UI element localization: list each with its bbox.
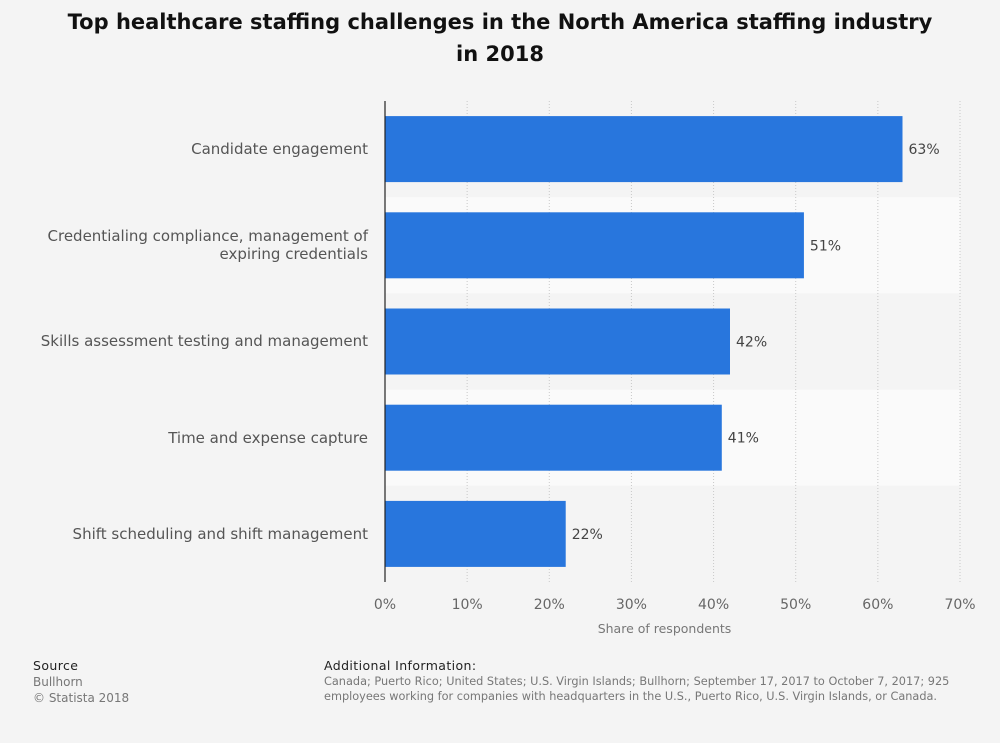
x-tick-label: 20% xyxy=(534,597,565,613)
bar-value-label: 22% xyxy=(572,527,603,543)
category-label-text: Time and expense capture xyxy=(168,428,368,447)
category-label: Skills assessment testing and management xyxy=(38,297,368,385)
x-tick-label: 60% xyxy=(862,597,893,613)
source-heading: Source xyxy=(33,658,79,673)
x-tick-label: 50% xyxy=(780,597,811,613)
bar xyxy=(385,116,903,183)
bar-value-label: 63% xyxy=(909,142,940,158)
category-label-text: Skills assessment testing and management xyxy=(40,332,368,351)
info-line: Canada; Puerto Rico; United States; U.S.… xyxy=(324,675,950,688)
footer-source: Source Bullhorn © Statista 2018 xyxy=(33,657,129,706)
bar xyxy=(385,212,804,279)
category-label: Time and expense capture xyxy=(38,394,368,482)
x-tick-label: 30% xyxy=(616,597,647,613)
footer-additional-info: Additional Information: Canada; Puerto R… xyxy=(324,657,1000,704)
category-label-text: Candidate engagement xyxy=(191,140,368,159)
chart-title: Top healthcare staffing challenges in th… xyxy=(67,10,933,66)
info-heading: Additional Information: xyxy=(324,658,477,673)
bar xyxy=(385,308,730,375)
bar-value-label: 51% xyxy=(810,238,841,254)
x-tick-label: 70% xyxy=(944,597,975,613)
category-label: Shift scheduling and shift management xyxy=(38,490,368,578)
category-label-text: Shift scheduling and shift management xyxy=(72,524,368,543)
x-tick-label: 0% xyxy=(374,597,396,613)
source-line: © Statista 2018 xyxy=(33,691,130,705)
bar xyxy=(385,404,722,471)
category-label-text: Credentialing compliance, management of … xyxy=(47,227,368,264)
category-label: Credentialing compliance, management of … xyxy=(38,201,368,289)
category-label: Candidate engagement xyxy=(38,105,368,193)
x-tick-label: 10% xyxy=(452,597,483,613)
bar-value-label: 41% xyxy=(728,431,759,447)
x-axis-title: Share of respondents xyxy=(598,621,732,636)
x-tick-label: 40% xyxy=(698,597,729,613)
source-line: Bullhorn xyxy=(33,675,83,689)
bar-value-label: 42% xyxy=(736,335,767,351)
bar xyxy=(385,500,566,567)
info-line: employees working for companies with hea… xyxy=(324,690,938,703)
